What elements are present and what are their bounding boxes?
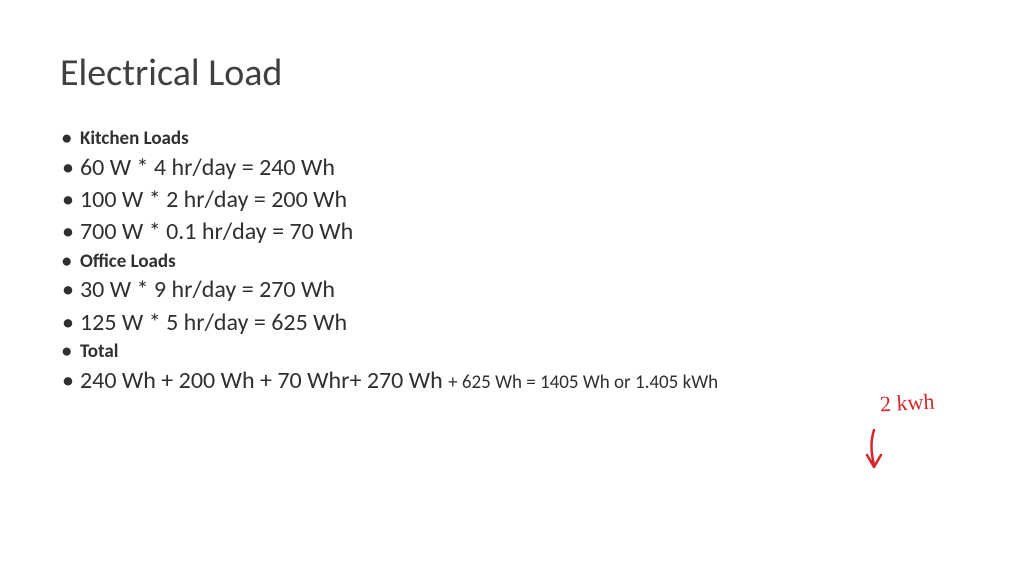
total-item: 240 Wh + 200 Wh + 70 Whr+ 270 Wh + 625 W… <box>60 365 964 397</box>
kitchen-item: 700 W * 0.1 hr/day = 70 Wh <box>60 216 964 248</box>
total-suffix-text: + 625 Wh = 1405 Wh or 1.405 kWh <box>448 371 718 394</box>
kitchen-heading: Kitchen Loads <box>60 126 964 152</box>
annotation-arrow-icon <box>859 425 889 480</box>
total-heading: Total <box>60 339 964 365</box>
office-item: 30 W * 9 hr/day = 270 Wh <box>60 274 964 306</box>
kitchen-item: 100 W * 2 hr/day = 200 Wh <box>60 184 964 216</box>
office-heading: Office Loads <box>60 249 964 275</box>
kitchen-item: 60 W * 4 hr/day = 240 Wh <box>60 152 964 184</box>
content-list: Kitchen Loads 60 W * 4 hr/day = 240 Wh 1… <box>60 126 964 397</box>
total-main-text: 240 Wh + 200 Wh + 70 Whr+ 270 Wh <box>80 366 448 395</box>
office-item: 125 W * 5 hr/day = 625 Wh <box>60 307 964 339</box>
handwritten-annotation: 2 kwh <box>879 389 935 418</box>
page-title: Electrical Load <box>60 50 964 96</box>
